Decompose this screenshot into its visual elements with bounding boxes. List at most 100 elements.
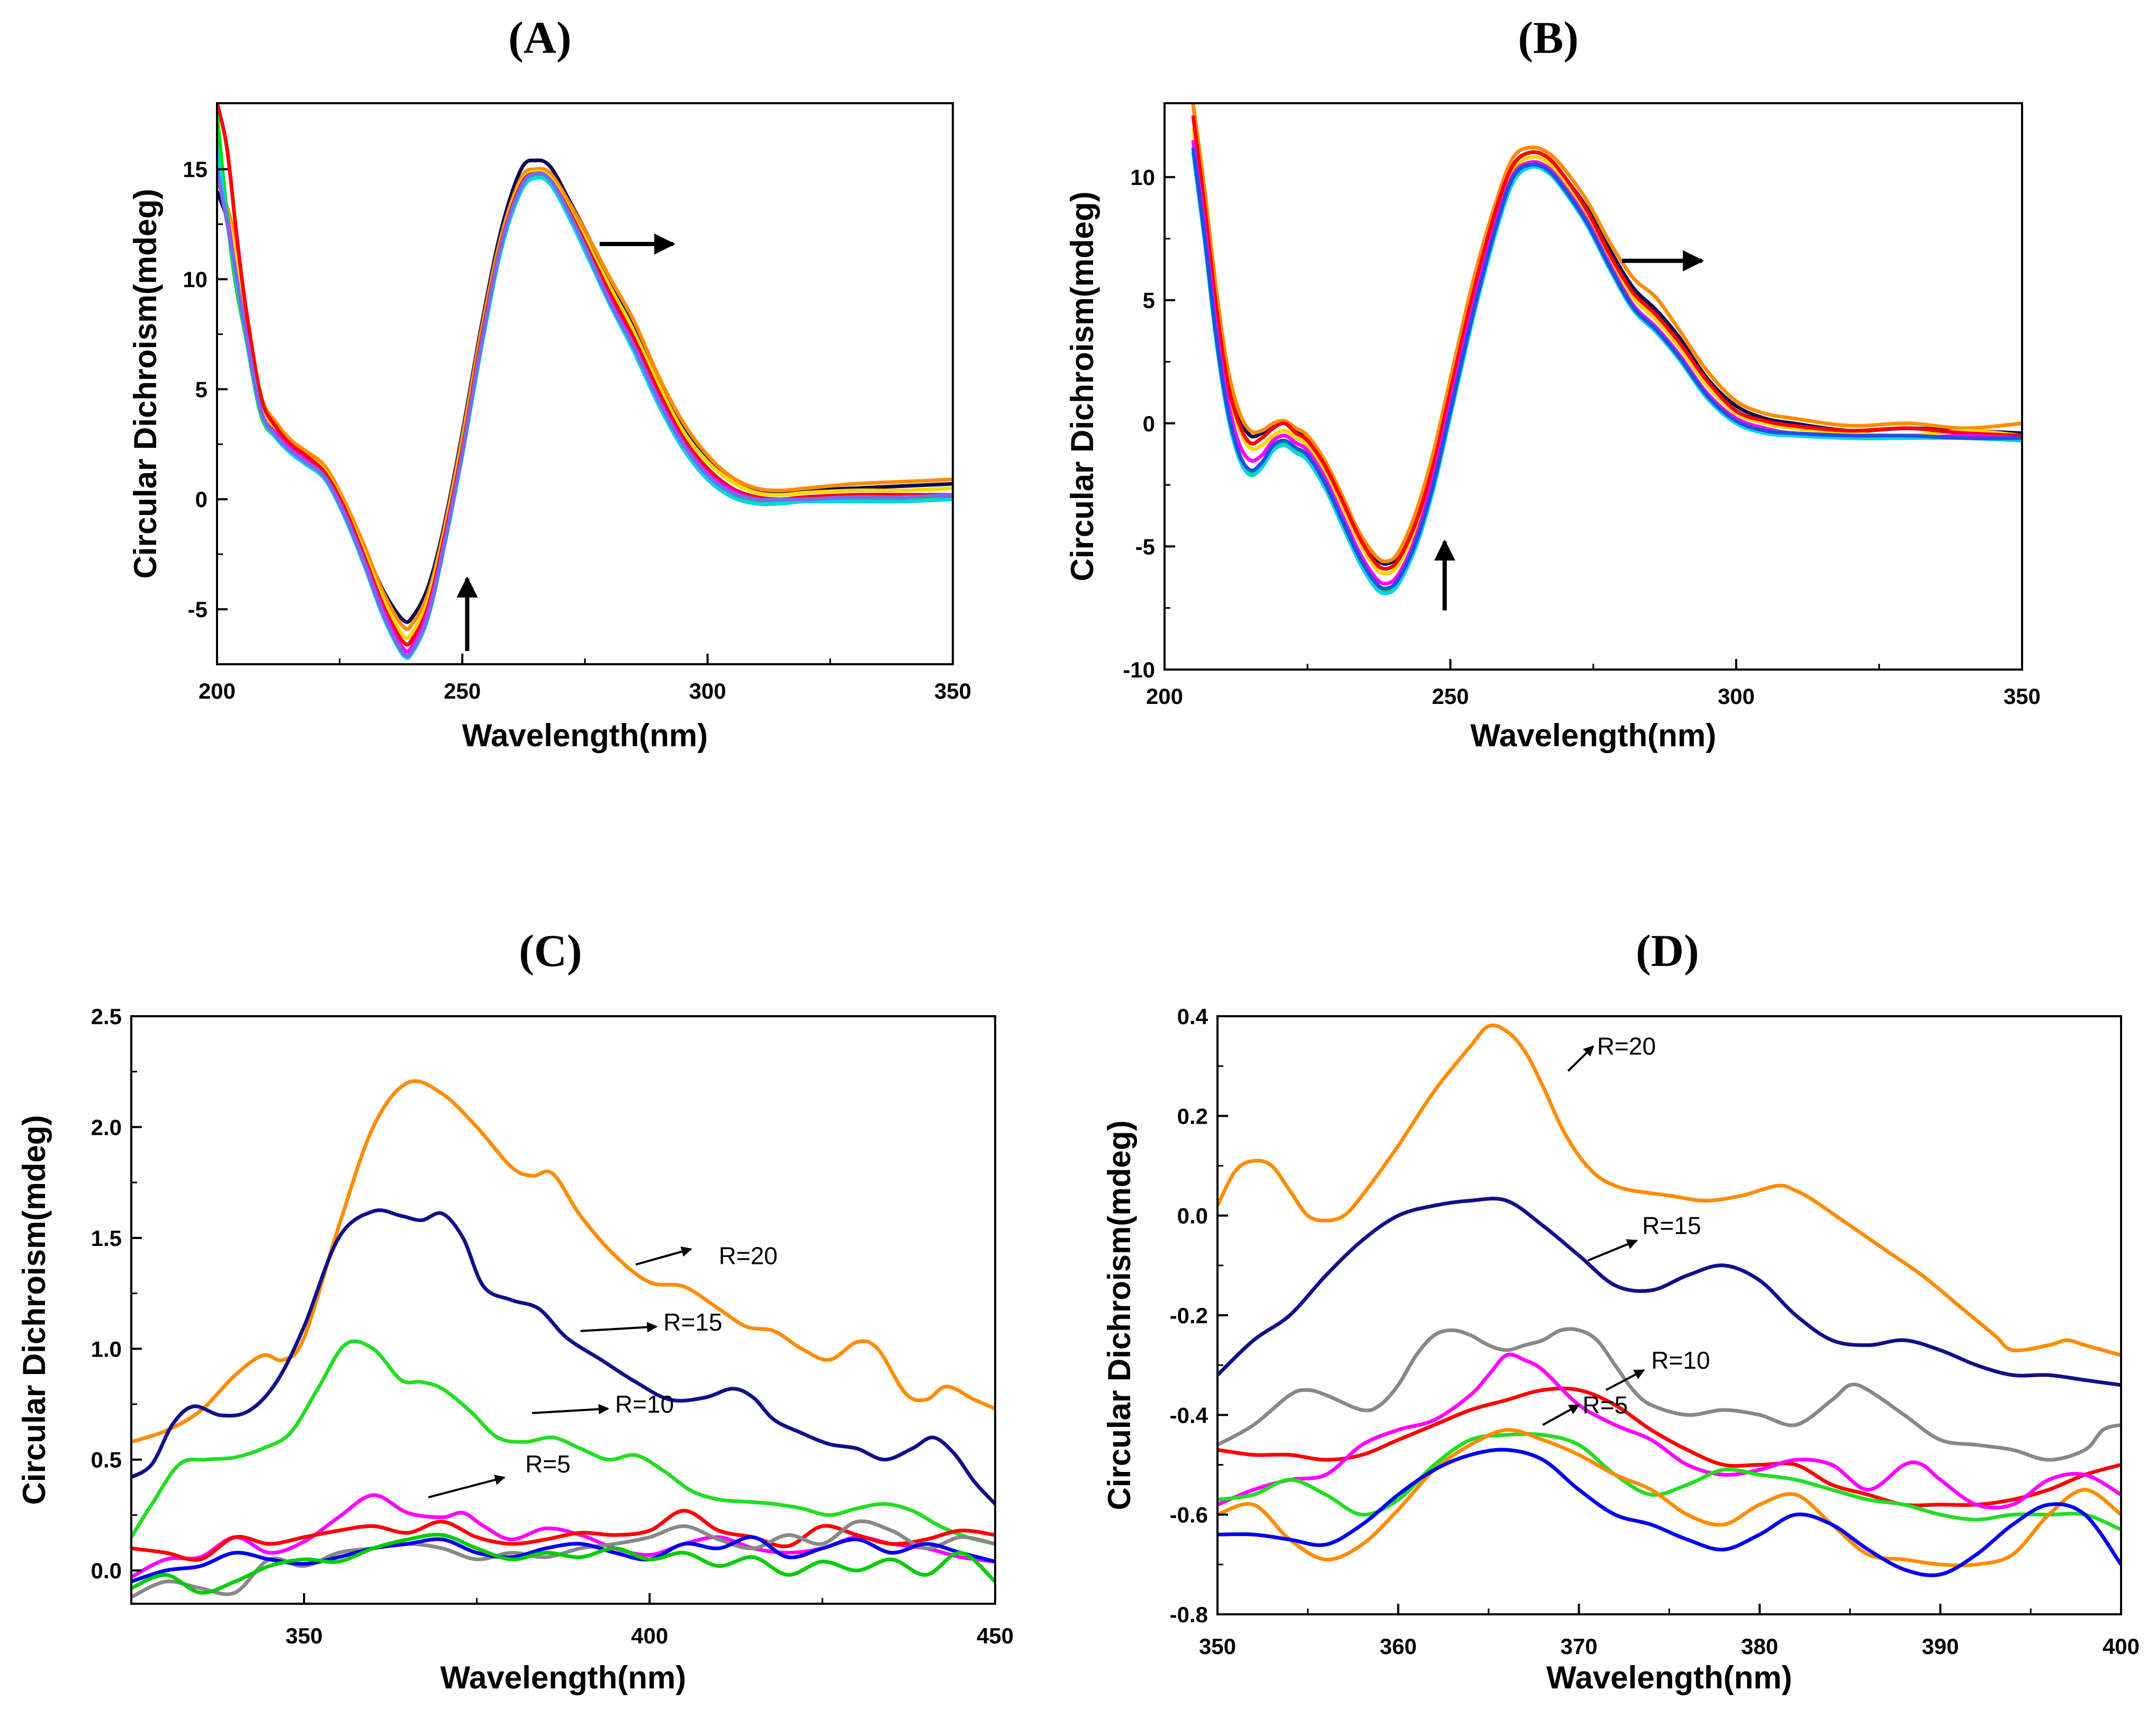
y-tick-label: 1.5 xyxy=(91,1226,122,1251)
y-tick-label: 0.2 xyxy=(1177,1104,1208,1128)
y-tick-label: 15 xyxy=(183,157,208,182)
panel-title: (B) xyxy=(1518,12,1579,63)
annotation-label: R=20 xyxy=(719,1242,778,1269)
x-tick-label: 370 xyxy=(1560,1634,1598,1659)
y-tick-label: -0.8 xyxy=(1170,1602,1208,1627)
y-tick-label: 2.0 xyxy=(91,1115,122,1140)
annotation-arrow xyxy=(1605,1369,1645,1391)
series-line-s6 xyxy=(1191,152,2022,593)
x-tick-label: 200 xyxy=(1146,684,1183,709)
x-tick-label: 450 xyxy=(977,1623,1014,1648)
y-axis-label: Circular Dichroism(mdeg) xyxy=(1065,192,1100,582)
x-tick-label: 350 xyxy=(285,1623,322,1648)
y-tick-label: 10 xyxy=(183,267,208,292)
plot-frame xyxy=(1163,102,2023,671)
series-line-r-10 xyxy=(1217,1327,2121,1462)
series-line-blue xyxy=(1217,1448,2121,1577)
annotation-label: R=10 xyxy=(615,1390,674,1418)
y-tick-label: 10 xyxy=(1130,165,1155,190)
x-tick-label: 390 xyxy=(1922,1634,1959,1659)
series-group xyxy=(217,103,953,660)
y-tick-label: 2.5 xyxy=(91,1004,122,1029)
x-tick-label: 360 xyxy=(1379,1634,1417,1659)
y-tick-label: 0 xyxy=(1143,411,1155,436)
annotation-label: R=15 xyxy=(663,1308,722,1336)
series-line-s4 xyxy=(1191,115,2022,571)
y-axis-label: Circular Dichroism(mdeg) xyxy=(16,1115,52,1505)
y-tick-label: -0.6 xyxy=(1170,1503,1208,1528)
annotation-label: R=20 xyxy=(1597,1033,1656,1060)
annotation-label: R=5 xyxy=(1583,1391,1628,1419)
x-tick-label: 200 xyxy=(199,679,236,703)
x-tick-label: 350 xyxy=(2004,684,2041,709)
y-tick-label: -5 xyxy=(1135,534,1155,559)
x-tick-label: 400 xyxy=(631,1623,668,1648)
y-tick-label: -0.2 xyxy=(1170,1303,1208,1328)
x-tick-label: 350 xyxy=(934,679,971,703)
series-line-s1 xyxy=(1191,103,2022,566)
x-axis-label: Wavelength(nm) xyxy=(462,718,708,753)
series-group xyxy=(1191,103,2022,595)
y-tick-label: 0.5 xyxy=(91,1448,122,1472)
y-tick-label: -10 xyxy=(1123,657,1155,682)
y-tick-label: 5 xyxy=(195,377,208,402)
series-line-s7 xyxy=(1191,152,2022,595)
series-line-orange2 xyxy=(1217,1428,2121,1568)
series-line-s2 xyxy=(1191,103,2022,564)
panel-title: (A) xyxy=(508,12,571,63)
y-tick-label: 0.4 xyxy=(1177,1004,1208,1029)
panel-d: (D) 350 360 370 380 390 400 -0.8 -0.6 -0.4 -0.2 0.0… xyxy=(1102,925,2140,1695)
x-tick-label: 250 xyxy=(1432,684,1469,709)
x-tick-label: 380 xyxy=(1741,1634,1778,1659)
annotation-arrow xyxy=(1542,1404,1580,1426)
y-tick-label: 0 xyxy=(195,487,208,512)
y-tick-label: 5 xyxy=(1143,288,1155,313)
series-line-red xyxy=(131,1508,995,1562)
series-line-s6 xyxy=(217,114,953,658)
annotation-arrow xyxy=(1587,1239,1638,1262)
x-axis-label: Wavelength(nm) xyxy=(440,1660,686,1695)
series-line-blue xyxy=(131,1535,995,1584)
series-line-magenta xyxy=(1217,1352,2121,1510)
y-tick-label: 1.0 xyxy=(91,1336,122,1361)
y-tick-label: -0.4 xyxy=(1170,1403,1208,1427)
y-axis-label: Circular Dichroism(mdeg) xyxy=(128,189,163,579)
x-tick-label: 250 xyxy=(444,679,481,703)
series-line-green2 xyxy=(131,1533,995,1595)
series-group xyxy=(131,1079,995,1599)
series-line-s3 xyxy=(1191,128,2022,576)
panel-b: (B) 200 250 300 350 -10 -5 0 5 10 Wavelength(nm) Ci… xyxy=(1065,12,2041,753)
panel-a: (A) 200 250 300 350 -5 0 5 10 15 Wavelength(nm) Cir… xyxy=(128,12,971,753)
x-tick-label: 300 xyxy=(689,679,726,703)
y-tick-label: 0.0 xyxy=(1177,1204,1208,1228)
series-line-r-20 xyxy=(1217,1023,2121,1357)
x-axis-label: Wavelength(nm) xyxy=(1471,718,1716,753)
annotation-arrow xyxy=(1567,1045,1594,1072)
plot-frame xyxy=(130,1015,996,1605)
series-line-r-20 xyxy=(131,1079,995,1444)
plot-frame xyxy=(1216,1015,2122,1615)
y-tick-label: 0.0 xyxy=(91,1558,122,1583)
annotation-arrow xyxy=(580,1322,658,1333)
annotation-label: R=5 xyxy=(525,1450,571,1478)
x-tick-label: 350 xyxy=(1199,1634,1236,1659)
series-line-s5 xyxy=(1191,140,2022,586)
series-line-r-10 xyxy=(131,1339,995,1546)
annotation-arrow xyxy=(532,1404,609,1415)
series-line-r-15 xyxy=(1217,1197,2121,1387)
series-line-s8 xyxy=(1191,147,2022,591)
y-axis-label: Circular Dichroism(mdeg) xyxy=(1102,1120,1137,1511)
annotation-label: R=10 xyxy=(1651,1347,1710,1374)
annotation-label: R=15 xyxy=(1642,1212,1701,1240)
x-tick-label: 300 xyxy=(1718,684,1755,709)
plot-frame xyxy=(216,102,954,665)
x-axis-label: Wavelength(nm) xyxy=(1546,1660,1792,1695)
series-line-s4 xyxy=(217,103,953,647)
series-line-green xyxy=(1217,1432,2121,1532)
panel-title: (C) xyxy=(519,925,582,976)
panel-c: (C) 350 400 450 0.0 0.5 1.0 1.5 2.0 2.5 Wavelength… xyxy=(16,925,1014,1695)
series-line-r-15 xyxy=(131,1208,995,1505)
y-tick-label: -5 xyxy=(188,597,208,622)
panel-title: (D) xyxy=(1636,925,1699,976)
